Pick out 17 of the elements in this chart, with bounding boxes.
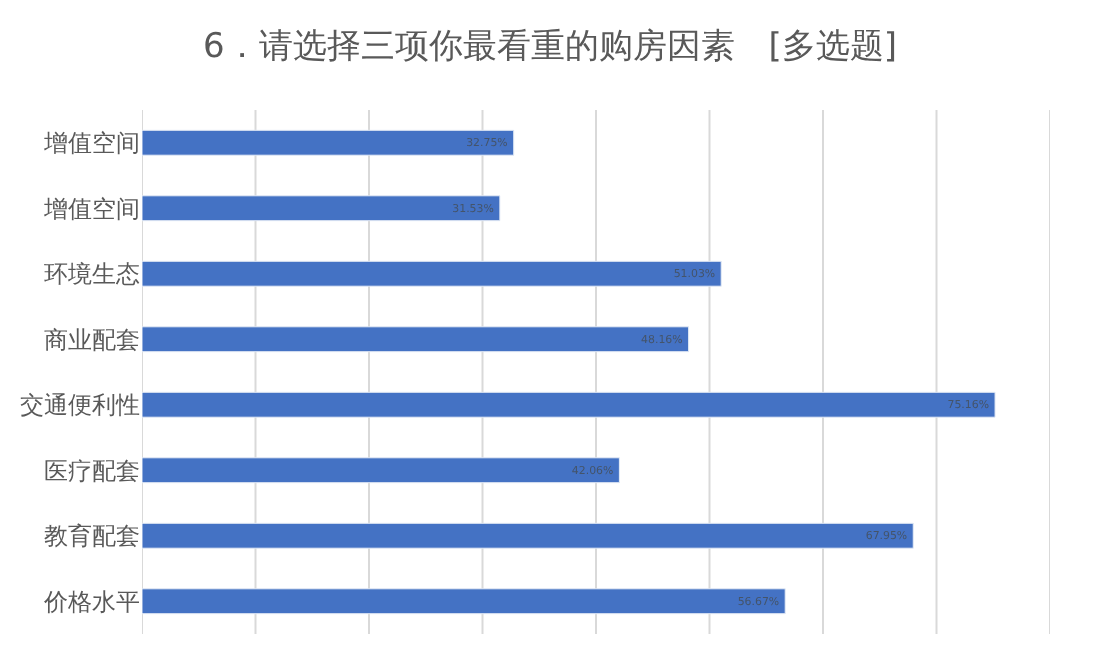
bar <box>142 522 914 549</box>
bar <box>142 588 786 615</box>
bar <box>142 391 996 418</box>
y-tick-label: 增值空间 <box>42 129 140 158</box>
y-tick-label: 价格水平 <box>42 587 140 616</box>
bar <box>142 260 722 287</box>
y-tick-label: 医疗配套 <box>44 456 140 485</box>
y-tick-label: 商业配套 <box>44 325 140 354</box>
y-tick-label: 环境生态 <box>44 260 140 289</box>
y-tick-label: 交通便利性 <box>20 391 140 420</box>
bar <box>142 457 620 484</box>
y-tick-label: 增值空间 <box>42 194 140 223</box>
y-tick-label: 教育配套 <box>44 522 140 551</box>
bar <box>142 129 515 156</box>
chart-title: 6．请选择三项你最看重的购房因素 [多选题] <box>202 26 898 67</box>
bar <box>142 326 690 353</box>
bar <box>142 195 501 222</box>
